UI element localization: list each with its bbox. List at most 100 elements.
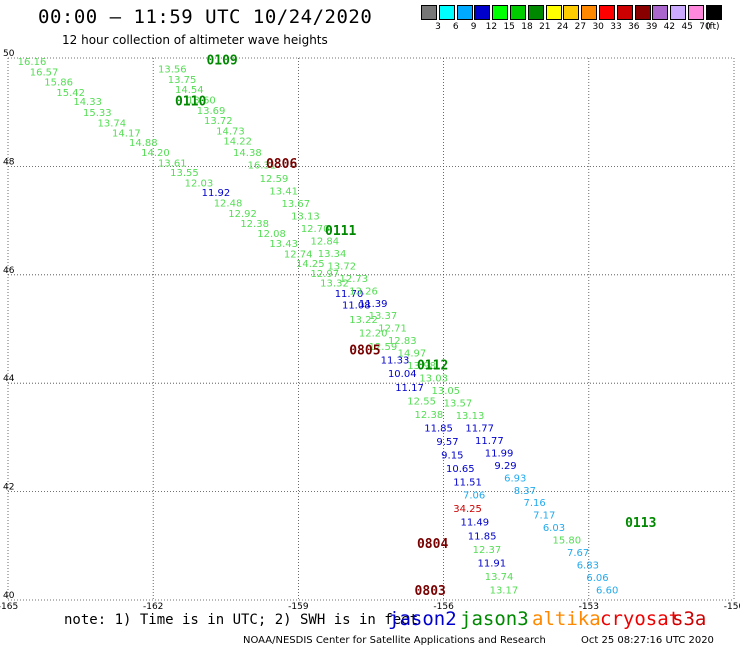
wave-height-value: 12.71: [378, 324, 407, 335]
lon-tick-label: -159: [288, 602, 309, 612]
legend-swatch: [474, 5, 491, 20]
wave-height-value: 13.13: [291, 212, 320, 223]
wave-height-value: 13.74: [485, 572, 514, 583]
track-label: 0806: [266, 157, 297, 172]
wave-height-value: 13.17: [490, 585, 519, 596]
lat-tick-label: 46: [3, 266, 15, 276]
wave-height-value: 14.73: [216, 126, 245, 137]
legend-swatch: [705, 5, 722, 20]
legend-swatch: [510, 5, 526, 20]
wave-height-value: 13.75: [168, 75, 197, 86]
wave-height-value: 16.16: [18, 57, 47, 68]
wave-height-value: 13.57: [444, 399, 473, 410]
satellite-label: s3a: [672, 608, 707, 630]
legend-swatch: [421, 5, 437, 20]
wave-height-value: 11.08: [342, 300, 371, 311]
legend-swatch: [634, 5, 651, 20]
wave-height-value: 12.37: [473, 545, 502, 556]
wave-height-value: 12.59: [260, 174, 289, 185]
page-title: 00:00 – 11:59 UTC 10/24/2020: [38, 6, 373, 28]
wave-height-value: 13.34: [318, 249, 347, 260]
legend-swatch: [492, 5, 509, 20]
wave-height-value: 14.88: [129, 138, 158, 149]
wave-height-value: 12.73: [340, 274, 369, 285]
wave-height-value: 11.17: [395, 383, 424, 394]
legend-label: 3: [435, 22, 441, 32]
wave-height-value: 7.16: [523, 498, 545, 509]
wave-height-value: 10.04: [388, 369, 417, 380]
legend-swatch: [456, 5, 473, 20]
wave-height-value: 11.51: [453, 478, 482, 489]
lon-tick-label: -156: [433, 602, 454, 612]
wave-height-value: 12.08: [257, 229, 286, 240]
wave-height-value: 14.17: [112, 129, 141, 140]
wave-height-value: 12.70: [301, 224, 330, 235]
wave-height-value: 13.05: [432, 386, 461, 397]
wave-height-value: 12.84: [311, 236, 340, 247]
legend-label: 12: [485, 22, 498, 32]
wave-height-value: 13.41: [269, 187, 298, 198]
wave-height-value: 9.57: [436, 437, 458, 448]
wave-height-value: 11.39: [359, 299, 388, 310]
wave-height-value: 11.85: [424, 423, 453, 434]
wave-height-value: 11.77: [475, 436, 504, 447]
wave-height-value: 13.67: [281, 199, 310, 210]
track-label: 0804: [417, 537, 448, 552]
wave-height-value: 12.55: [407, 396, 436, 407]
lat-tick-label: 44: [3, 374, 15, 384]
wave-height-value: 16.31: [248, 161, 277, 172]
wave-height-value: 14.22: [223, 137, 252, 148]
legend-label: 30: [592, 22, 604, 32]
wave-height-value: 12.03: [185, 178, 214, 189]
legend-label: 42: [663, 22, 676, 32]
wave-height-value: 12.48: [214, 199, 243, 210]
wave-height-value: 34.25: [453, 504, 482, 515]
wave-height-value: 15.33: [83, 108, 112, 119]
legend-label: 45: [681, 22, 693, 32]
satellite-label: jason2: [388, 608, 457, 630]
track-label: 0110: [175, 95, 206, 110]
page-subtitle: 12 hour collection of altimeter wave hei…: [62, 33, 328, 47]
track-label: 0113: [625, 516, 656, 531]
legend-label: 27: [574, 22, 587, 32]
wave-height-value: 12.97: [311, 269, 340, 280]
wave-height-value: 7.06: [463, 491, 485, 502]
wave-height-value: 6.83: [577, 561, 599, 572]
legend-swatch: [616, 5, 633, 20]
legend-label: 36: [628, 22, 640, 32]
wave-height-value: 11.85: [468, 531, 497, 542]
legend-label: 9: [470, 22, 477, 32]
track-label: 0805: [349, 343, 380, 358]
wave-height-value: 8.37: [514, 486, 536, 497]
wave-height-value: 11.99: [485, 448, 514, 459]
legend-swatch: [581, 5, 598, 20]
lat-tick-label: 42: [3, 483, 14, 493]
legend-label: 6: [452, 22, 459, 32]
wave-height-value: 12.59: [369, 342, 398, 353]
legend-label: 39: [645, 22, 658, 32]
wave-height-value: 13.03: [419, 374, 448, 385]
wave-height-value: 14.25: [296, 259, 325, 270]
wave-height-value: 12.92: [228, 209, 257, 220]
wave-height-value: 13.72: [204, 116, 233, 127]
satellite-label: altika: [532, 608, 601, 630]
track-label: 0111: [325, 224, 356, 239]
wave-height-value: 15.80: [553, 536, 582, 547]
wave-height-value: 6.60: [596, 585, 618, 596]
legend-label: 18: [521, 22, 533, 32]
wave-height-value: 14.20: [141, 148, 170, 159]
legend-swatch: [652, 5, 669, 20]
wave-height-value: 13.22: [349, 315, 378, 326]
wave-height-value: 11.92: [202, 188, 231, 199]
timestamp-text: Oct 25 08:27:16 UTC 2020: [581, 635, 714, 646]
legend-label: 33: [610, 22, 622, 32]
wave-height-value: 13.37: [369, 311, 398, 322]
legend-label: 24: [556, 22, 569, 32]
wave-height-value: 13.60: [187, 96, 216, 107]
wave-height-value: 14.54: [175, 85, 204, 96]
satellite-label: jason3: [460, 608, 529, 630]
legend-swatch: [545, 5, 562, 20]
wave-height-value: 13.74: [98, 118, 127, 129]
credit-text: NOAA/NESDIS Center for Satellite Applica…: [243, 635, 546, 646]
